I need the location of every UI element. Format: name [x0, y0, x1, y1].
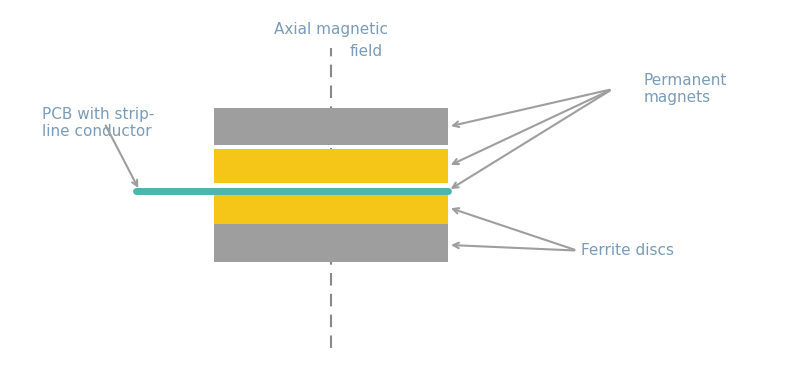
FancyBboxPatch shape — [214, 149, 449, 183]
Text: field: field — [349, 44, 382, 59]
Text: Ferrite discs: Ferrite discs — [581, 243, 674, 258]
FancyBboxPatch shape — [214, 108, 449, 146]
FancyBboxPatch shape — [214, 190, 449, 224]
Text: Axial magnetic: Axial magnetic — [274, 22, 388, 37]
Text: PCB with strip-
line conductor: PCB with strip- line conductor — [42, 107, 154, 139]
Text: Permanent
magnets: Permanent magnets — [644, 73, 727, 105]
FancyBboxPatch shape — [214, 224, 449, 262]
